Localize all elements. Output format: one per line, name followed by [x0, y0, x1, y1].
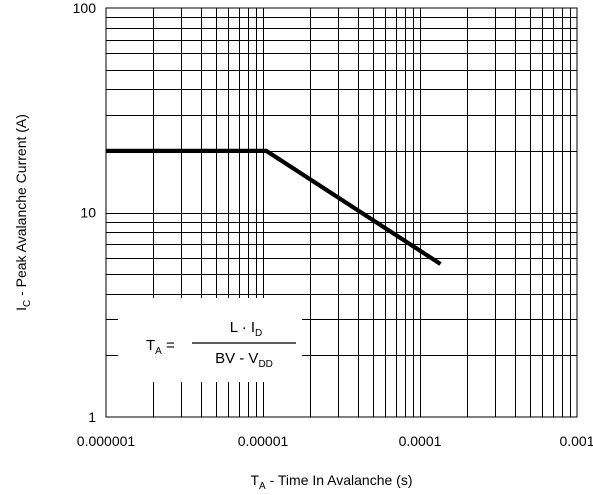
y-tick-label: 1 — [88, 409, 96, 425]
plot-frame — [105, 7, 578, 418]
y-axis-label-main: I — [13, 307, 29, 311]
formula-den-sub: DD — [258, 359, 272, 370]
y-tick-label: 100 — [73, 0, 97, 16]
series-line-0 — [106, 148, 442, 266]
formula-box-background — [118, 298, 302, 382]
x-axis-label-rest: - Time In Avalanche (s) — [266, 472, 413, 488]
formula-num-main: L · I — [230, 319, 255, 336]
y-axis-label-rest: - Peak Avalanche Current (A) — [13, 114, 29, 300]
y-axis-label: IC - Peak Avalanche Current (A) — [13, 114, 33, 311]
x-tick-label: 0.000001 — [77, 433, 136, 449]
tick-labels: 0.000001 0.00001 0.0001 0.001 1 10 100 — [73, 0, 593, 449]
x-tick-label: 0.00001 — [238, 433, 289, 449]
formula-annotation: TA = L · ID BV - VDD — [146, 319, 296, 370]
y-tick-label: 10 — [80, 205, 96, 221]
formula-lhs: TA = — [146, 337, 175, 357]
y-axis-label-sub: C — [22, 300, 33, 307]
series — [106, 148, 442, 266]
grid — [106, 8, 577, 417]
x-axis-label-main: T — [250, 472, 259, 488]
x-axis-label-sub: A — [259, 481, 266, 492]
x-axis-label: TA - Time In Avalanche (s) — [250, 472, 412, 492]
formula-den-main: BV - V — [215, 350, 258, 367]
formula-denominator: BV - VDD — [215, 350, 273, 370]
x-tick-label: 0.0001 — [399, 433, 442, 449]
formula-lhs-sub: A — [155, 346, 162, 357]
formula-numerator: L · ID — [230, 319, 263, 339]
formula-num-sub: D — [255, 328, 262, 339]
formula-equals: = — [162, 337, 175, 354]
formula-lhs-main: T — [146, 337, 155, 354]
x-tick-label: 0.001 — [559, 433, 593, 449]
